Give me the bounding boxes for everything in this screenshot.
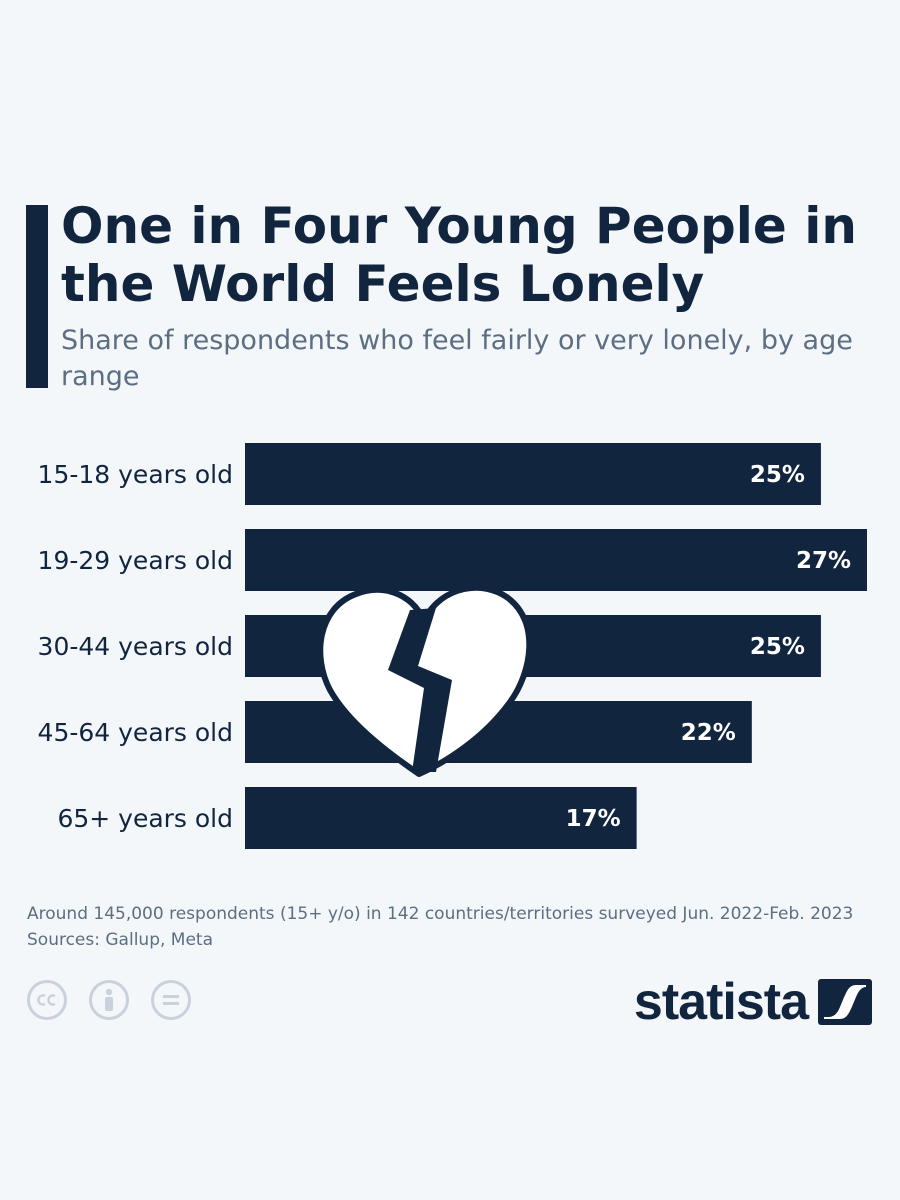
- category-label: 30-44 years old: [38, 632, 233, 661]
- value-label: 17%: [566, 806, 621, 832]
- attribution-icon[interactable]: [89, 980, 129, 1020]
- title-accent-bar: [26, 205, 48, 388]
- license-icons: [27, 980, 191, 1020]
- sources-note: Sources: Gallup, Meta: [27, 930, 213, 950]
- bar-5: [245, 787, 637, 849]
- statista-logo[interactable]: statista: [634, 972, 872, 1032]
- bar-chart: 15-18 years old 25% 19-29 years old 27% 30-4…: [38, 443, 867, 849]
- value-label: 25%: [750, 462, 805, 488]
- no-derivatives-icon[interactable]: [151, 980, 191, 1020]
- footnote: Around 145,000 respondents (15+ y/o) in …: [27, 901, 853, 953]
- survey-note: Around 145,000 respondents (15+ y/o) in …: [27, 904, 854, 924]
- category-label: 15-18 years old: [38, 460, 233, 489]
- category-label: 45-64 years old: [38, 718, 233, 747]
- brand-wordmark: statista: [633, 973, 809, 1031]
- statista-logo-icon: [818, 979, 872, 1025]
- category-label: 65+ years old: [57, 804, 233, 833]
- creative-commons-icon[interactable]: [27, 980, 67, 1020]
- value-label: 25%: [750, 634, 805, 660]
- broken-heart-icon: [317, 584, 533, 777]
- bar-2: [245, 529, 867, 591]
- category-label: 19-29 years old: [38, 546, 233, 575]
- value-label: 22%: [681, 720, 736, 746]
- labels-layer: 15-18 years old 25% 19-29 years old 27% 30-4…: [38, 460, 851, 833]
- value-label: 27%: [796, 548, 851, 574]
- chart-subtitle: Share of respondents who feel fairly or …: [61, 325, 853, 392]
- chart-title: One in Four Young People in the World Fe…: [61, 197, 857, 313]
- bar-1: [245, 443, 821, 505]
